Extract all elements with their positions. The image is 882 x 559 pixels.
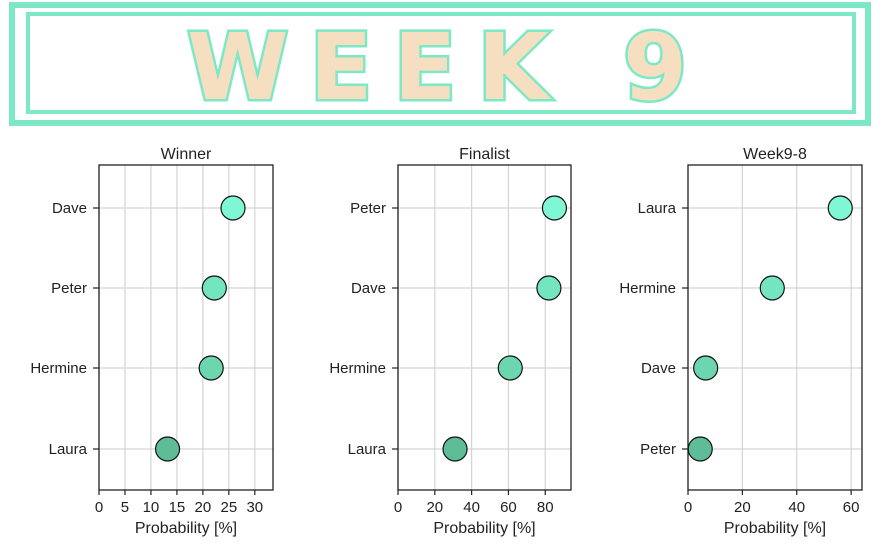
x-tick-label: 0: [394, 499, 402, 516]
y-tick-label: Dave: [52, 200, 87, 217]
x-tick-label: 15: [169, 499, 186, 516]
data-point: [201, 275, 227, 301]
x-axis-label: Probability [%]: [433, 520, 535, 537]
x-tick-label: 30: [246, 499, 263, 516]
data-point: [759, 275, 785, 301]
chart-title: Week9-8: [743, 146, 807, 163]
data-point: [687, 436, 713, 462]
x-tick-label: 40: [463, 499, 480, 516]
charts-area: Winner 0 5 10 15 20 25 30 Probability [%] Dave Pet…: [30, 146, 863, 537]
data-point: [536, 275, 562, 301]
chart-title: Winner: [161, 146, 212, 163]
x-tick-label: 60: [500, 499, 517, 516]
y-tick-label: Laura: [49, 441, 88, 458]
plot-frame: [687, 164, 863, 491]
x-tick-label: 60: [843, 499, 860, 516]
banner-outer-frame: [9, 2, 871, 126]
y-tick-label: Dave: [641, 360, 676, 377]
x-tick-label: 0: [95, 499, 103, 516]
y-tick-label: Laura: [638, 200, 677, 217]
y-tick-label: Hermine: [619, 280, 676, 297]
data-point: [693, 355, 719, 381]
y-tick-label: Peter: [51, 280, 87, 297]
x-tick-label: 80: [537, 499, 554, 516]
x-tick-label: 20: [734, 499, 751, 516]
data-point: [827, 195, 853, 221]
data-point: [541, 195, 568, 221]
data-point: [198, 355, 224, 381]
week-banner: WEEK 9: [9, 2, 871, 126]
plot-frame: [98, 164, 274, 491]
x-tick-label: 10: [143, 499, 160, 516]
x-tick-label: 0: [684, 499, 692, 516]
x-tick-label: 5: [121, 499, 129, 516]
x-axis-label: Probability [%]: [724, 520, 826, 537]
data-point: [497, 355, 523, 381]
chart-title: Finalist: [459, 146, 510, 163]
plot-frame: [397, 164, 572, 491]
y-tick-label: Peter: [640, 441, 676, 458]
chart-panel-1: Winner 0 5 10 15 20 25 30 Probability [%] Dave Pet…: [30, 146, 274, 537]
y-tick-label: Hermine: [30, 360, 87, 377]
y-tick-label: Laura: [348, 441, 387, 458]
x-axis-label: Probability [%]: [135, 520, 237, 537]
x-tick-label: 25: [221, 499, 238, 516]
chart-panel-3: Week9-8 0 20 40 60 Probability [%] Laura Hermin…: [619, 146, 863, 537]
data-point: [220, 195, 246, 221]
y-tick-label: Peter: [350, 200, 386, 217]
y-tick-label: Dave: [351, 280, 386, 297]
x-tick-label: 20: [426, 499, 443, 516]
data-point: [154, 436, 181, 462]
x-tick-label: 40: [788, 499, 805, 516]
x-tick-label: 20: [195, 499, 212, 516]
y-tick-label: Hermine: [329, 360, 386, 377]
banner-inner-frame: [26, 12, 856, 114]
banner-title: WEEK 9: [187, 14, 687, 121]
data-point: [442, 436, 468, 462]
